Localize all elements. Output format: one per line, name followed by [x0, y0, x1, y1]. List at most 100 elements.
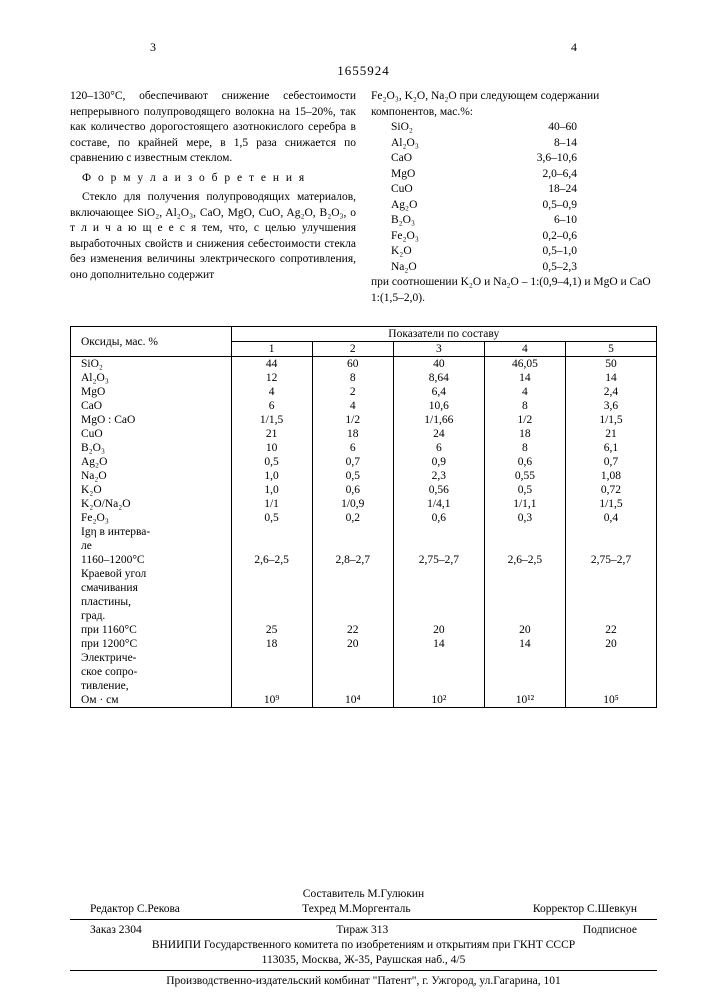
cell	[231, 651, 312, 665]
value-cell: 1,08	[565, 469, 656, 483]
component-name: B₂O₃	[391, 213, 415, 229]
cell	[231, 595, 312, 609]
ign-value: 2,6–2,5	[231, 553, 312, 567]
component-value: 18–24	[548, 182, 577, 198]
cell	[393, 651, 484, 665]
value-cell: 46,05	[484, 357, 565, 372]
value-cell: 1/1,66	[393, 413, 484, 427]
wet-1160-value: 22	[312, 623, 393, 637]
res-label: ское сопро-	[71, 665, 232, 679]
value-cell: 44	[231, 357, 312, 372]
value-cell: 0,3	[484, 511, 565, 525]
cell	[312, 665, 393, 679]
value-cell: 14	[565, 371, 656, 385]
footer-tech: Техред М.Моргенталь	[302, 903, 410, 915]
ign-label: ле	[71, 539, 232, 553]
value-cell: 0,9	[393, 455, 484, 469]
cell	[312, 567, 393, 581]
cell	[484, 595, 565, 609]
th-col: 4	[484, 342, 565, 357]
value-cell: 8	[484, 399, 565, 413]
wet-label: пластины,	[71, 595, 232, 609]
value-cell: 0,55	[484, 469, 565, 483]
row-label: Fe₂O₃	[71, 511, 232, 525]
ign-range: 1160–1200°C	[71, 553, 232, 567]
footer-subscr: Подписное	[583, 924, 637, 936]
ign-value: 2,75–2,7	[565, 553, 656, 567]
row-label: MgO	[71, 385, 232, 399]
component-name: SiO₂	[391, 120, 413, 136]
th-col: 2	[312, 342, 393, 357]
cell	[565, 595, 656, 609]
component-row: Ag₂O0,5–0,9	[391, 198, 657, 214]
value-cell: 6	[393, 441, 484, 455]
value-cell: 0,5	[231, 455, 312, 469]
value-cell: 6,1	[565, 441, 656, 455]
value-cell: 2,4	[565, 385, 656, 399]
cell	[231, 665, 312, 679]
value-cell: 2,3	[393, 469, 484, 483]
component-value: 0,5–1,0	[543, 244, 578, 260]
value-cell: 4	[484, 385, 565, 399]
value-cell: 8	[484, 441, 565, 455]
value-cell: 0,6	[393, 511, 484, 525]
value-cell: 12	[231, 371, 312, 385]
component-value: 2,0–6,4	[543, 167, 578, 183]
wet-label: смачивания	[71, 581, 232, 595]
value-cell: 8	[312, 371, 393, 385]
value-cell: 0,56	[393, 483, 484, 497]
value-cell: 0,2	[312, 511, 393, 525]
wet-1160-value: 20	[393, 623, 484, 637]
cell	[484, 525, 565, 539]
component-value: 0,5–0,9	[543, 198, 578, 214]
component-row: K₂O0,5–1,0	[391, 244, 657, 260]
right-intro: Fe₂O₃, K₂O, Na₂O при следующем содержани…	[371, 89, 657, 120]
page-right-num: 4	[571, 40, 577, 55]
component-row: CuO 18–24	[391, 182, 657, 198]
cell	[393, 567, 484, 581]
component-name: Na₂O	[391, 260, 417, 276]
cell	[312, 581, 393, 595]
wet-1160-value: 20	[484, 623, 565, 637]
component-row: B₂O₃6–10	[391, 213, 657, 229]
th-oxides: Оксиды, мас. %	[71, 327, 232, 357]
cell	[393, 595, 484, 609]
res-value: 10⁵	[565, 693, 656, 708]
component-name: CuO	[391, 182, 413, 198]
value-cell: 10	[231, 441, 312, 455]
document-number: 1655924	[70, 63, 657, 79]
body-columns: 120–130°C, обеспечивают снижение себесто…	[70, 89, 657, 306]
component-value: 40–60	[548, 120, 577, 136]
cell	[565, 525, 656, 539]
cell	[312, 525, 393, 539]
value-cell: 0,6	[312, 483, 393, 497]
page-left-num: 3	[150, 40, 156, 55]
res-unit: Ом · см	[71, 693, 232, 708]
value-cell: 6	[312, 441, 393, 455]
value-cell: 3,6	[565, 399, 656, 413]
cell	[484, 651, 565, 665]
left-para-2: Стекло для получения полупроводящих мате…	[70, 190, 356, 283]
res-value: 10¹²	[484, 693, 565, 708]
wet-1200-value: 20	[312, 637, 393, 651]
value-cell: 10,6	[393, 399, 484, 413]
value-cell: 0,7	[312, 455, 393, 469]
value-cell: 1/1,5	[565, 413, 656, 427]
value-cell: 1,0	[231, 483, 312, 497]
th-col: 3	[393, 342, 484, 357]
value-cell: 0,5	[231, 511, 312, 525]
wet-1200-label: при 1200°C	[71, 637, 232, 651]
value-cell: 24	[393, 427, 484, 441]
formula-title: Ф о р м у л а и з о б р е т е н и я	[70, 171, 356, 187]
column-right: Fe₂O₃, K₂O, Na₂O при следующем содержани…	[371, 89, 657, 306]
footer-corrector: Корректор С.Шевкун	[533, 903, 637, 915]
component-name: CaO	[391, 151, 412, 167]
cell	[484, 609, 565, 623]
component-row: Fe₂O₃0,2–0,6	[391, 229, 657, 245]
cell	[484, 567, 565, 581]
value-cell: 6,4	[393, 385, 484, 399]
component-row: SiO₂ 40–60	[391, 120, 657, 136]
cell	[565, 539, 656, 553]
component-value: 8–14	[554, 136, 577, 152]
value-cell: 1,0	[231, 469, 312, 483]
